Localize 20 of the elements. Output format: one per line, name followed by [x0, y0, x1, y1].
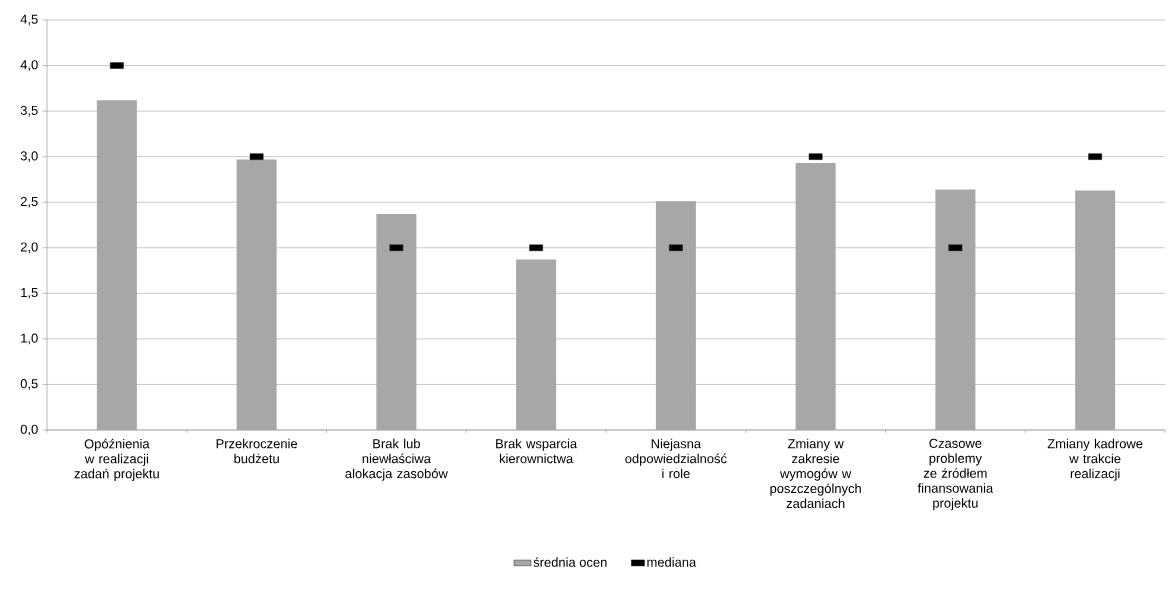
y-tick-label: 4,5: [20, 14, 38, 26]
x-tick-label: Czasowe problemy ze źródłem finansowania projektu: [917, 438, 994, 511]
x-tick-label: Brak lub niewłaściwa alokacja zasobów: [345, 438, 448, 481]
x-tick-label: Zmiany kadrowe w trakcie realizacji: [1047, 438, 1143, 481]
y-tick-label: 4,0: [20, 60, 38, 71]
y-tick-label: 0,5: [20, 379, 38, 390]
x-tick-label: Niejasna odpowiedzialność i role: [625, 438, 727, 479]
y-tick-label: 0,0: [20, 424, 38, 436]
y-tick-label: 2,0: [20, 242, 38, 254]
legend-label: mediana: [647, 557, 697, 567]
x-tick-label: Brak wsparcia kierownictwa: [496, 438, 578, 464]
legend-label: średnia ocen: [533, 557, 607, 567]
x-tick-label: Przekroczenie budżetu: [216, 438, 298, 464]
y-tick-label: 1,5: [21, 288, 38, 299]
y-tick-label: 1,0: [21, 333, 38, 345]
x-tick-label: Zmiany w zakresie wymogów w poszczególnych zadaniach: [770, 438, 861, 509]
y-tick-label: 3,5: [20, 105, 38, 117]
x-tick-label: Opóźnienia w realizacji zadań projektu: [74, 438, 159, 481]
y-tick-label: 2,5: [20, 196, 38, 208]
y-tick-label: 3,0: [20, 151, 38, 163]
